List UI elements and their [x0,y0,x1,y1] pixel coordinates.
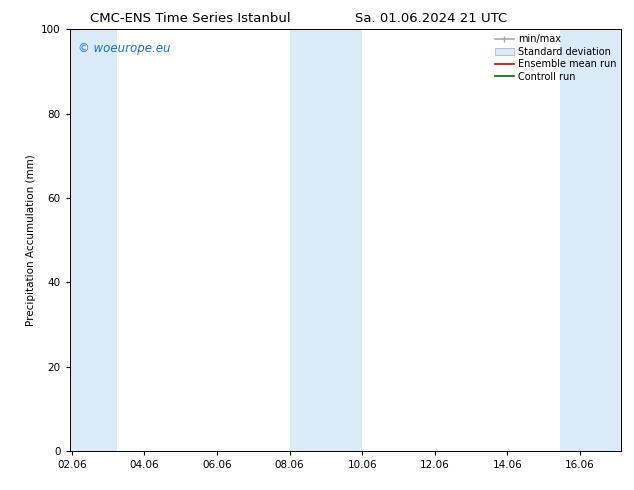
Text: CMC-ENS Time Series Istanbul: CMC-ENS Time Series Istanbul [90,12,290,25]
Bar [70,29,117,451]
Y-axis label: Precipitation Accumulation (mm): Precipitation Accumulation (mm) [25,154,36,326]
Legend: min/max, Standard deviation, Ensemble mean run, Controll run: min/max, Standard deviation, Ensemble me… [493,32,618,83]
Text: Sa. 01.06.2024 21 UTC: Sa. 01.06.2024 21 UTC [355,12,507,25]
Bar [560,29,621,451]
Text: © woeurope.eu: © woeurope.eu [78,42,171,55]
Bar [290,29,362,451]
